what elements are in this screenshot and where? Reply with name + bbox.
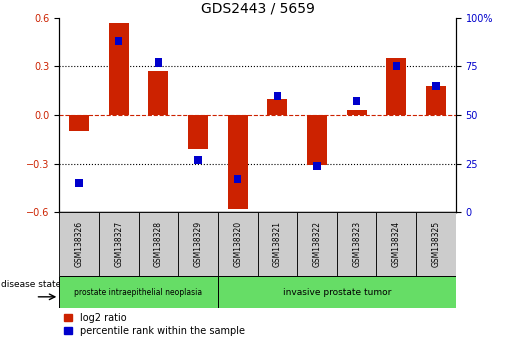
FancyBboxPatch shape — [76, 179, 82, 187]
Text: disease state: disease state — [1, 280, 61, 289]
Bar — [139, 212, 178, 276]
Bar — [188, 115, 208, 149]
FancyBboxPatch shape — [353, 97, 360, 105]
Text: GSM138327: GSM138327 — [114, 221, 123, 267]
Bar — [109, 23, 129, 115]
Bar — [218, 276, 456, 308]
Bar — [416, 212, 456, 276]
Text: GSM138324: GSM138324 — [392, 221, 401, 267]
FancyBboxPatch shape — [274, 92, 281, 99]
Bar — [178, 212, 218, 276]
FancyBboxPatch shape — [234, 175, 241, 183]
Text: invasive prostate tumor: invasive prostate tumor — [283, 287, 391, 297]
Text: GSM138325: GSM138325 — [432, 221, 440, 267]
Text: GSM138321: GSM138321 — [273, 221, 282, 267]
Bar — [59, 276, 218, 308]
Text: GSM138322: GSM138322 — [313, 221, 321, 267]
Bar — [258, 212, 297, 276]
Bar — [148, 71, 168, 115]
Text: GSM138329: GSM138329 — [194, 221, 202, 267]
Bar — [228, 115, 248, 209]
Text: GSM138323: GSM138323 — [352, 221, 361, 267]
Text: prostate intraepithelial neoplasia: prostate intraepithelial neoplasia — [75, 287, 202, 297]
Bar — [218, 212, 258, 276]
FancyBboxPatch shape — [314, 162, 320, 170]
Bar — [426, 86, 446, 115]
Bar — [267, 99, 287, 115]
Legend: log2 ratio, percentile rank within the sample: log2 ratio, percentile rank within the s… — [64, 313, 245, 336]
FancyBboxPatch shape — [433, 82, 439, 90]
Bar — [59, 212, 99, 276]
FancyBboxPatch shape — [393, 62, 400, 70]
Title: GDS2443 / 5659: GDS2443 / 5659 — [200, 1, 315, 15]
Bar — [376, 212, 416, 276]
Text: GSM138320: GSM138320 — [233, 221, 242, 267]
Bar — [297, 212, 337, 276]
Text: GSM138326: GSM138326 — [75, 221, 83, 267]
Bar — [337, 212, 376, 276]
FancyBboxPatch shape — [195, 156, 201, 164]
FancyBboxPatch shape — [155, 58, 162, 67]
Text: GSM138328: GSM138328 — [154, 221, 163, 267]
Bar — [347, 110, 367, 115]
Bar — [386, 58, 406, 115]
Bar — [99, 212, 139, 276]
FancyBboxPatch shape — [115, 37, 122, 45]
Bar — [69, 115, 89, 131]
Bar — [307, 115, 327, 165]
